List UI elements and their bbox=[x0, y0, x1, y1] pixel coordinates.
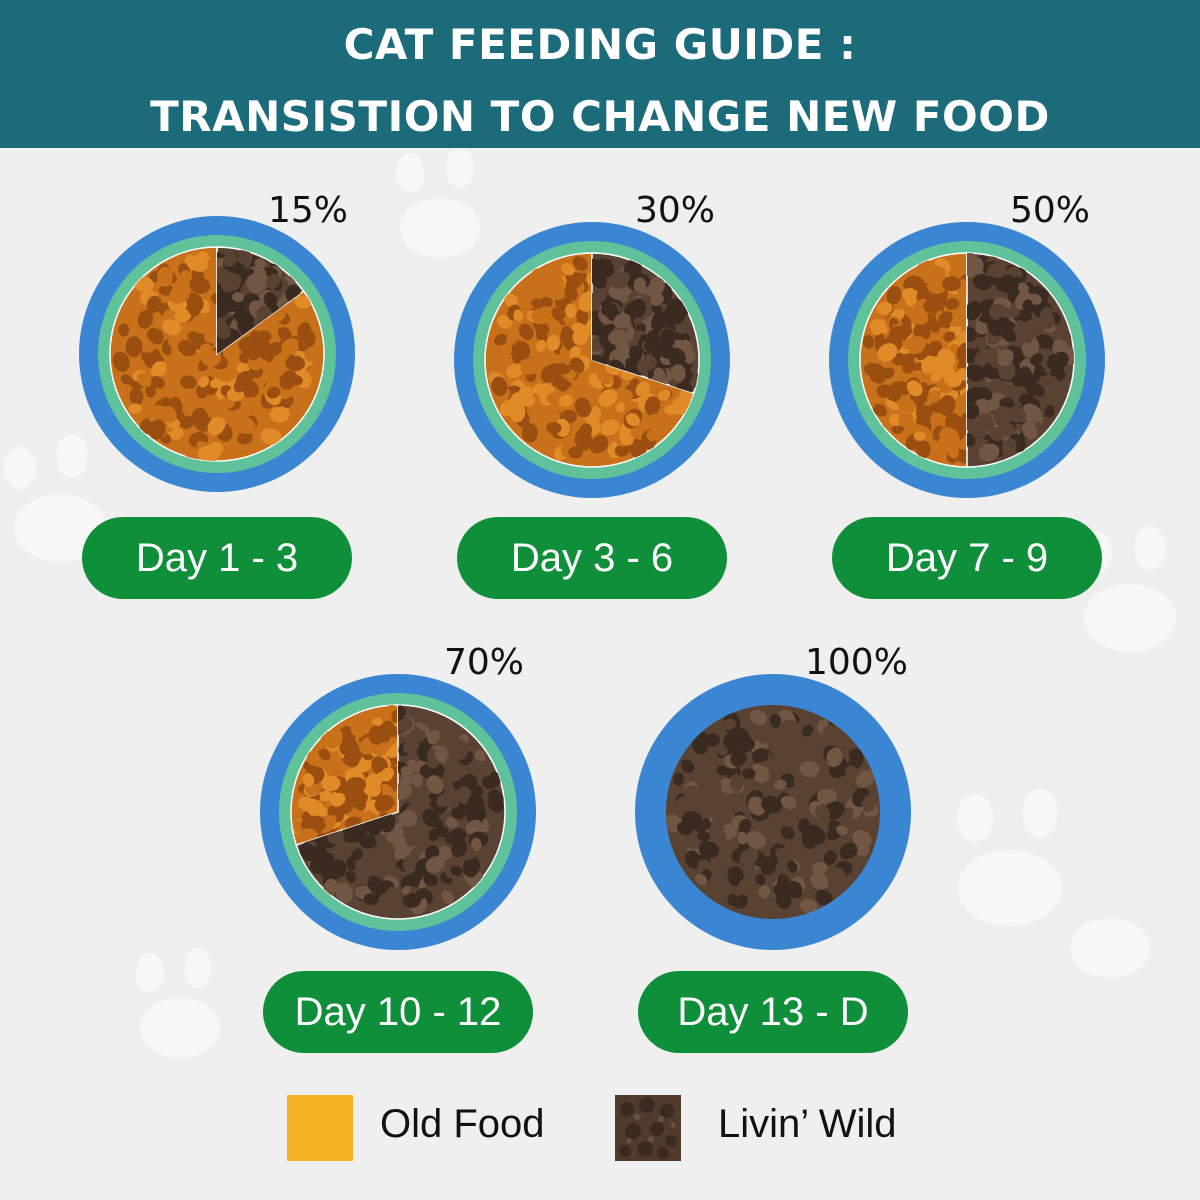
page-title: CAT FEEDING GUIDE : bbox=[343, 20, 857, 69]
bowl-chart-4 bbox=[260, 674, 536, 950]
paw-print-background bbox=[4, 148, 1176, 1058]
bowl-chart-5 bbox=[635, 674, 911, 950]
day-range-pill: Day 10 - 12 bbox=[263, 971, 533, 1053]
day-range-pill: Day 3 - 6 bbox=[457, 517, 727, 599]
legend-label-livin-wild: Livin’ Wild bbox=[718, 1102, 897, 1146]
percent-label: 100% bbox=[805, 642, 908, 683]
percent-label: 50% bbox=[1010, 190, 1091, 231]
percent-label: 30% bbox=[635, 190, 716, 231]
bowl-chart-3 bbox=[829, 222, 1105, 498]
day-range-pill: Day 13 - D bbox=[638, 971, 908, 1053]
percent-label: 15% bbox=[268, 190, 349, 231]
page-subtitle: TRANSISTION TO CHANGE NEW FOOD bbox=[150, 92, 1050, 141]
bowl-chart-1 bbox=[79, 216, 355, 492]
legend-swatch-livin-wild bbox=[615, 1095, 681, 1161]
header-banner: CAT FEEDING GUIDE : TRANSISTION TO CHANG… bbox=[0, 0, 1200, 148]
bowl-chart-2 bbox=[454, 222, 730, 498]
percent-label: 70% bbox=[444, 642, 525, 683]
legend-swatch-old-food bbox=[287, 1095, 353, 1161]
day-range-pill: Day 1 - 3 bbox=[82, 517, 352, 599]
legend-label-old-food: Old Food bbox=[380, 1102, 545, 1146]
day-range-pill: Day 7 - 9 bbox=[832, 517, 1102, 599]
